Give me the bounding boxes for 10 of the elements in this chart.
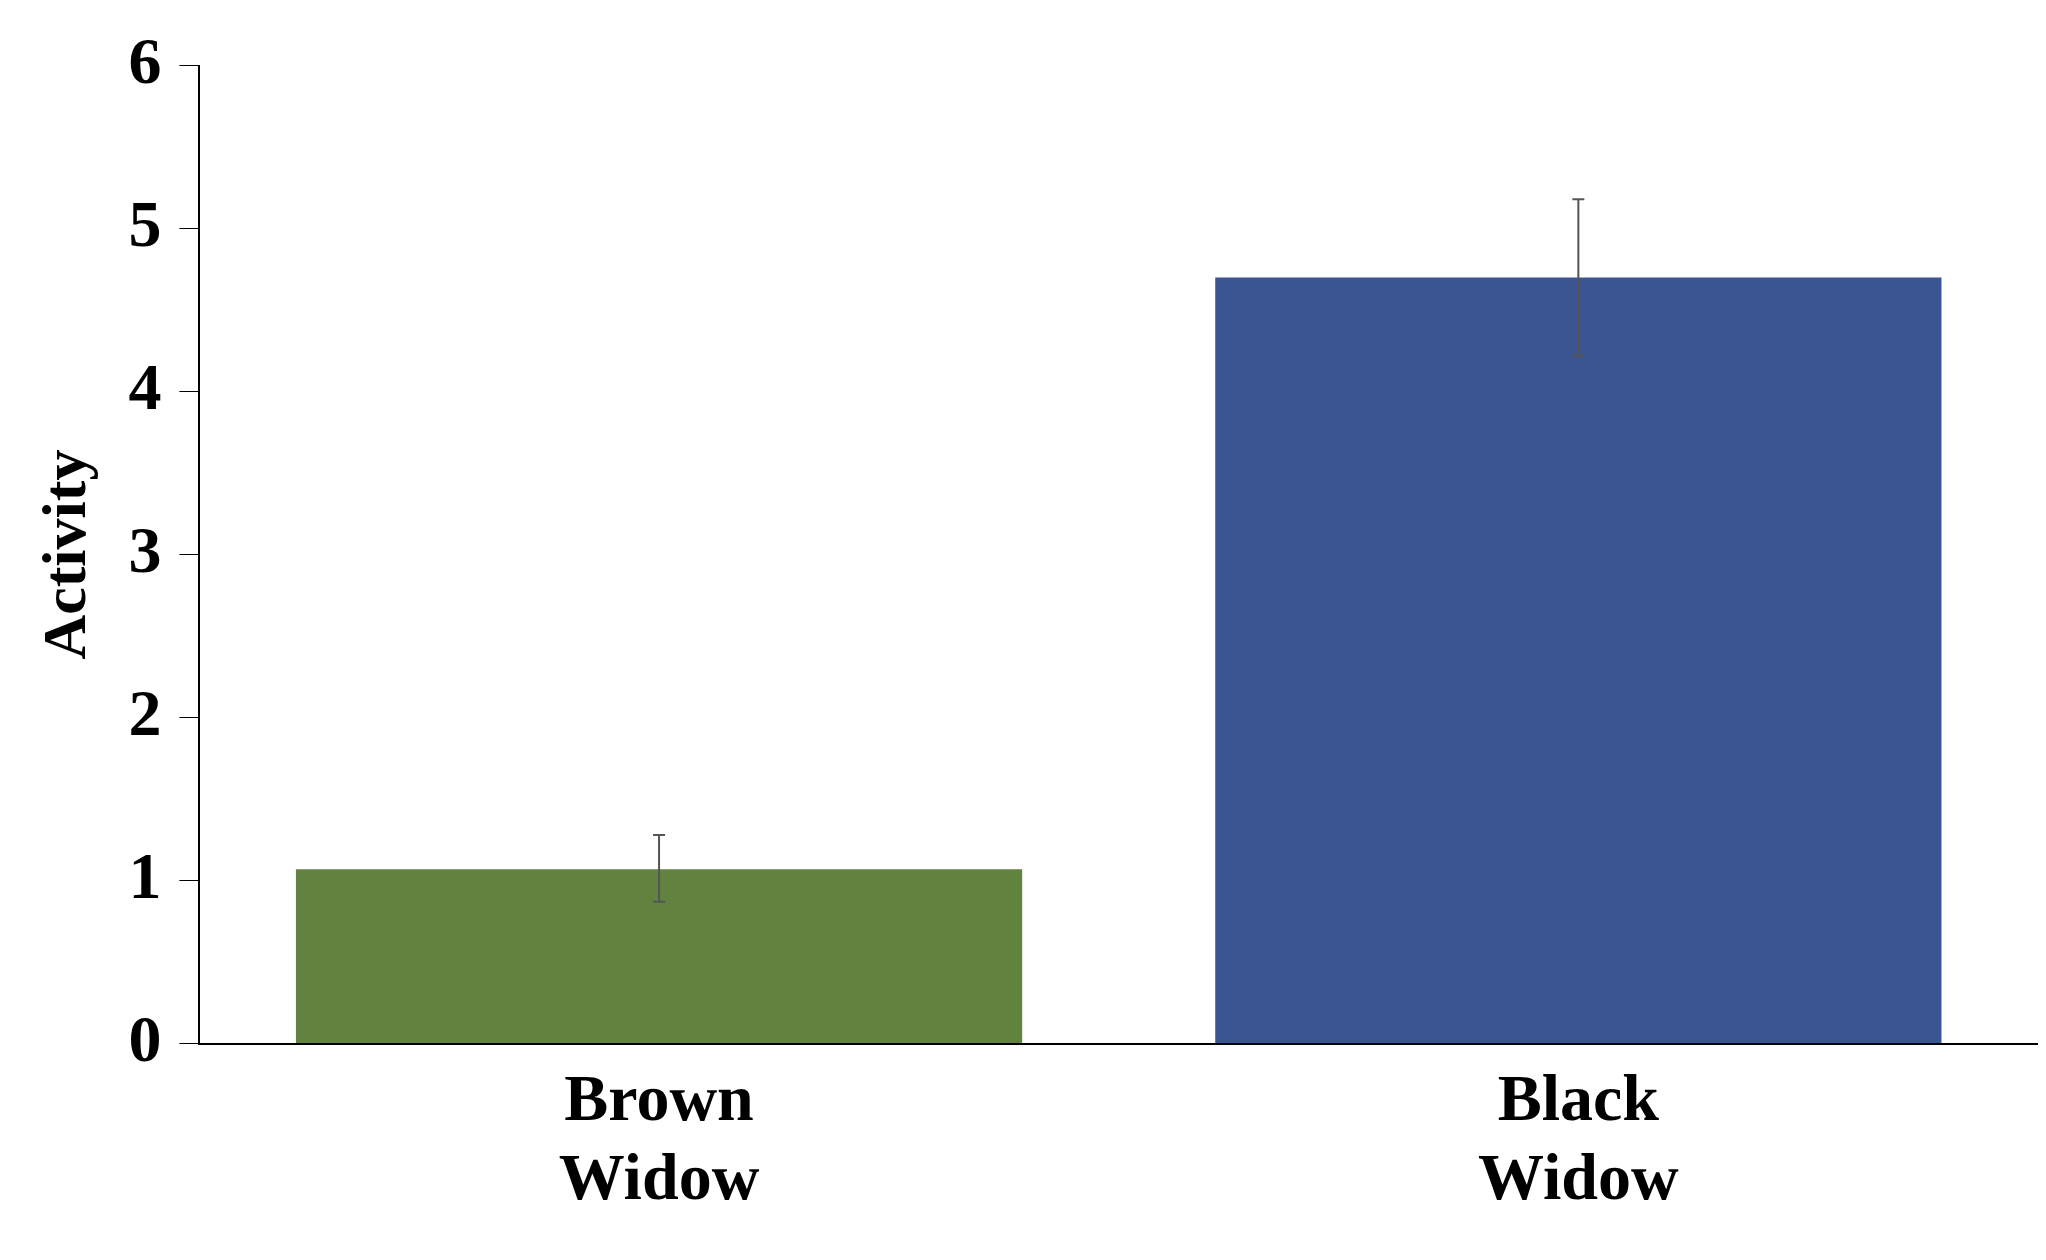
y-tick-label: 3	[128, 512, 162, 586]
y-tick-label: 1	[128, 838, 162, 912]
x-tick-label: Brown Widow	[558, 1061, 760, 1214]
y-axis-title: Activity	[30, 449, 99, 660]
x-tick-label: Black Widow	[1478, 1061, 1679, 1214]
y-tick-label: 5	[128, 186, 162, 260]
y-tick-label: 0	[128, 1001, 162, 1075]
y-tick-label: 2	[128, 675, 162, 749]
y-tick-label: 4	[128, 349, 162, 423]
y-tick-label: 6	[128, 23, 162, 97]
